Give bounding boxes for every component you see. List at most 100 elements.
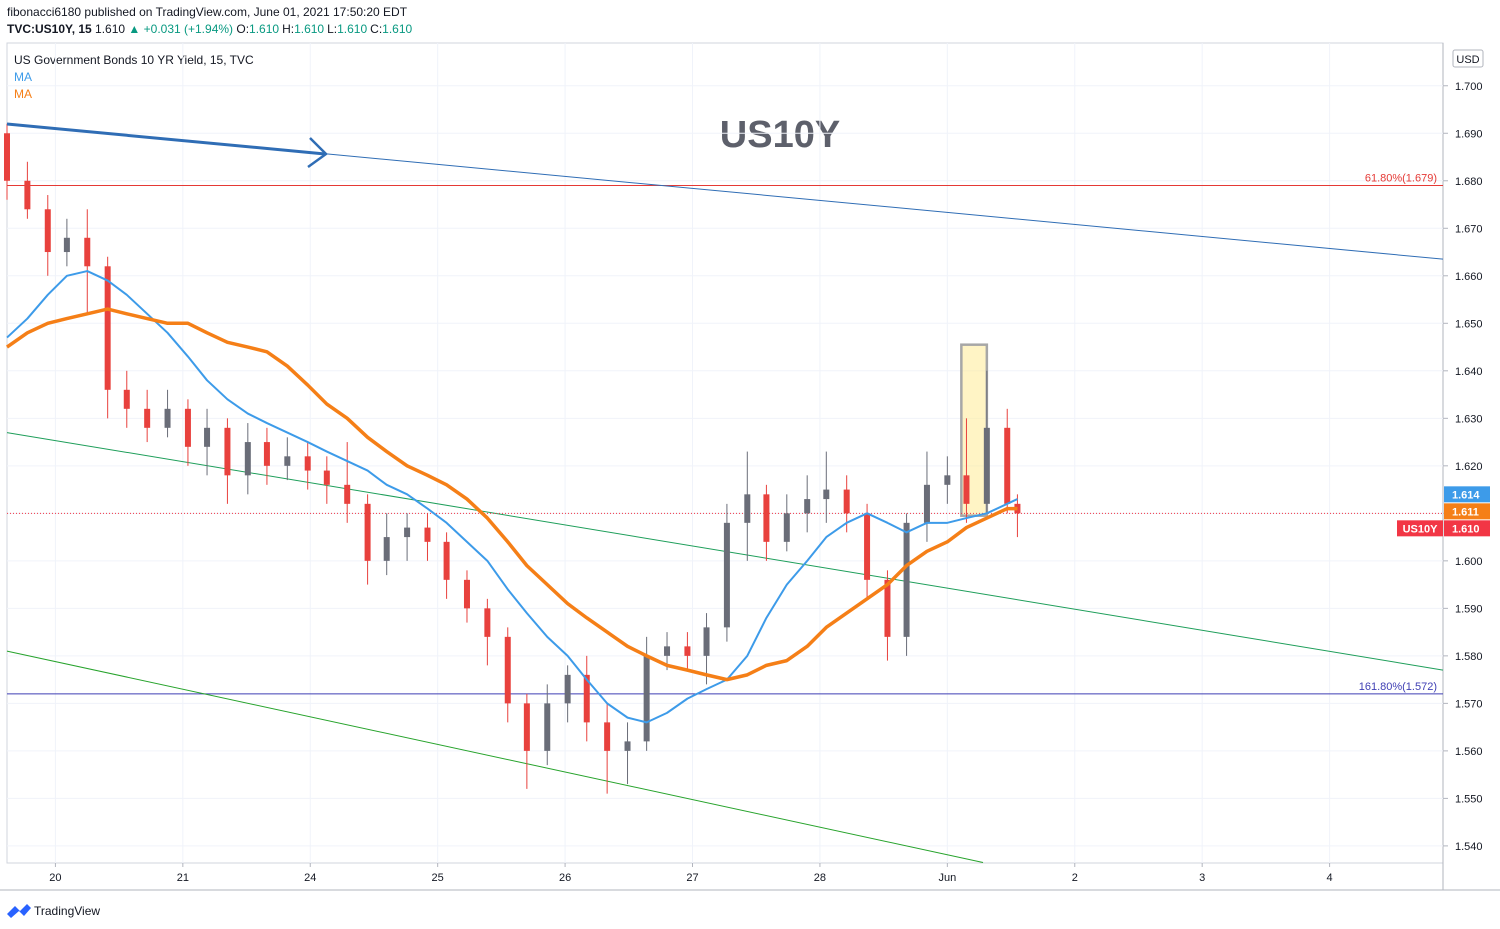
candle-body — [783, 513, 790, 542]
trend-line — [6, 650, 984, 864]
currency: USD — [1456, 54, 1479, 66]
arrow-shaft — [6, 122, 326, 156]
candle-body — [164, 408, 171, 428]
x-tick-label: 26 — [559, 872, 571, 884]
candle-body — [244, 442, 251, 476]
candle-body — [443, 541, 450, 580]
candle-body — [664, 646, 671, 656]
y-tick-label: 1.580 — [1455, 651, 1483, 663]
candle-body — [284, 456, 291, 466]
candle-body — [1004, 427, 1011, 504]
y-tick-label: 1.570 — [1455, 698, 1483, 710]
candle-body — [344, 484, 351, 504]
price-tag-label: 1.614 — [1452, 489, 1480, 501]
candle-body — [703, 627, 710, 656]
y-tick-label: 1.630 — [1455, 413, 1483, 425]
candle-body — [744, 494, 751, 523]
y-tick-label: 1.540 — [1455, 841, 1483, 853]
candle-body — [104, 266, 111, 390]
candle-body — [944, 475, 951, 485]
price-tag — [1444, 486, 1490, 503]
candle-body — [804, 499, 811, 514]
legend-entry: MA — [14, 70, 32, 84]
currency-box — [1452, 49, 1484, 68]
logo-mark — [7, 904, 31, 918]
candle-body — [963, 475, 970, 504]
symbol-line: TVC:US10Y, 15 1.610 ▲ +0.031 (+1.94%) O:… — [7, 22, 412, 36]
ohlc-key: C: — [370, 22, 383, 36]
ohlc-value: 1.610 — [249, 22, 280, 36]
plot-frame — [6, 42, 1444, 864]
y-tick-label: 1.700 — [1455, 81, 1483, 93]
publisher: fibonacci6180 published on TradingView.c… — [7, 5, 408, 19]
footer: TradingView — [34, 904, 100, 918]
candle-body — [84, 237, 91, 267]
y-tick-label: 1.640 — [1455, 366, 1483, 378]
candle-body — [923, 484, 930, 523]
symbol: TVC:US10Y, 15 — [7, 22, 92, 36]
last: 1.610 — [95, 22, 126, 36]
x-tick-label: 25 — [432, 872, 444, 884]
candle-body — [304, 456, 311, 471]
candle-body — [463, 579, 470, 609]
price-tag — [1444, 503, 1490, 520]
candle-body — [383, 537, 390, 561]
fib-label: 61.80%(1.679) — [1365, 173, 1437, 185]
ohlc-key: L: — [327, 22, 338, 36]
fib-label: 161.80%(1.572) — [1359, 681, 1437, 693]
moving-average — [5, 307, 1018, 682]
y-tick-label: 1.590 — [1455, 603, 1483, 615]
x-tick-label: 4 — [1327, 872, 1333, 884]
x-tick-label: 2 — [1072, 872, 1078, 884]
y-tick-label: 1.550 — [1455, 793, 1483, 805]
candle-body — [263, 442, 270, 466]
logo: TradingView — [7, 904, 100, 918]
candle-body — [604, 722, 611, 751]
ohlc-key: O: — [236, 22, 250, 36]
x-tick-label: Jun — [938, 872, 956, 884]
candle-body — [4, 133, 10, 181]
subtitle: US Government Bonds 10 YR Yield, 15, TVC — [14, 53, 254, 67]
x-tick-label: 3 — [1199, 872, 1205, 884]
chart-title: US10Y — [720, 114, 840, 156]
y-tick-label: 1.690 — [1455, 128, 1483, 140]
candle-body — [224, 427, 231, 476]
change: ▲ +0.031 (+1.94%) — [128, 22, 234, 36]
x-tick-label: 27 — [686, 872, 698, 884]
symbol-tag — [1397, 520, 1443, 537]
candle-body — [484, 608, 491, 637]
candle-body — [44, 209, 51, 253]
y-tick-label: 1.620 — [1455, 461, 1483, 473]
ohlc-value: 1.610 — [337, 22, 368, 36]
candle-body — [63, 237, 70, 253]
candle-body — [424, 527, 431, 542]
x-tick-label: 28 — [814, 872, 826, 884]
price-tag — [1444, 520, 1490, 537]
candle-body — [504, 636, 511, 704]
candle-body — [684, 646, 691, 656]
candle-body — [323, 470, 330, 485]
candle-body — [583, 674, 590, 723]
price-tag-label: 1.611 — [1452, 506, 1479, 518]
candle-body — [24, 180, 31, 210]
candle-body — [184, 408, 191, 447]
price-tag-label: 1.610 — [1452, 523, 1480, 535]
candle-body — [903, 522, 910, 637]
x-tick-label: 21 — [177, 872, 189, 884]
symbol-tag-label: US10Y — [1403, 523, 1439, 535]
y-tick-label: 1.680 — [1455, 176, 1483, 188]
ohlc-value: 1.610 — [382, 22, 413, 36]
candle-body — [404, 527, 411, 538]
candle-body — [564, 674, 571, 704]
candle-body — [763, 494, 770, 542]
x-tick-label: 24 — [304, 872, 316, 884]
moving-average — [6, 270, 1018, 724]
ohlc: O:1.610 H:1.610 L:1.610 C:1.610 — [236, 22, 412, 36]
candle-body — [884, 579, 891, 637]
plot-layer: 61.80%(1.679) 161.80%(1.572) — [4, 43, 1444, 864]
y-tick-label: 1.660 — [1455, 271, 1483, 283]
candle-body — [823, 489, 830, 500]
y-tick-label: 1.600 — [1455, 556, 1483, 568]
